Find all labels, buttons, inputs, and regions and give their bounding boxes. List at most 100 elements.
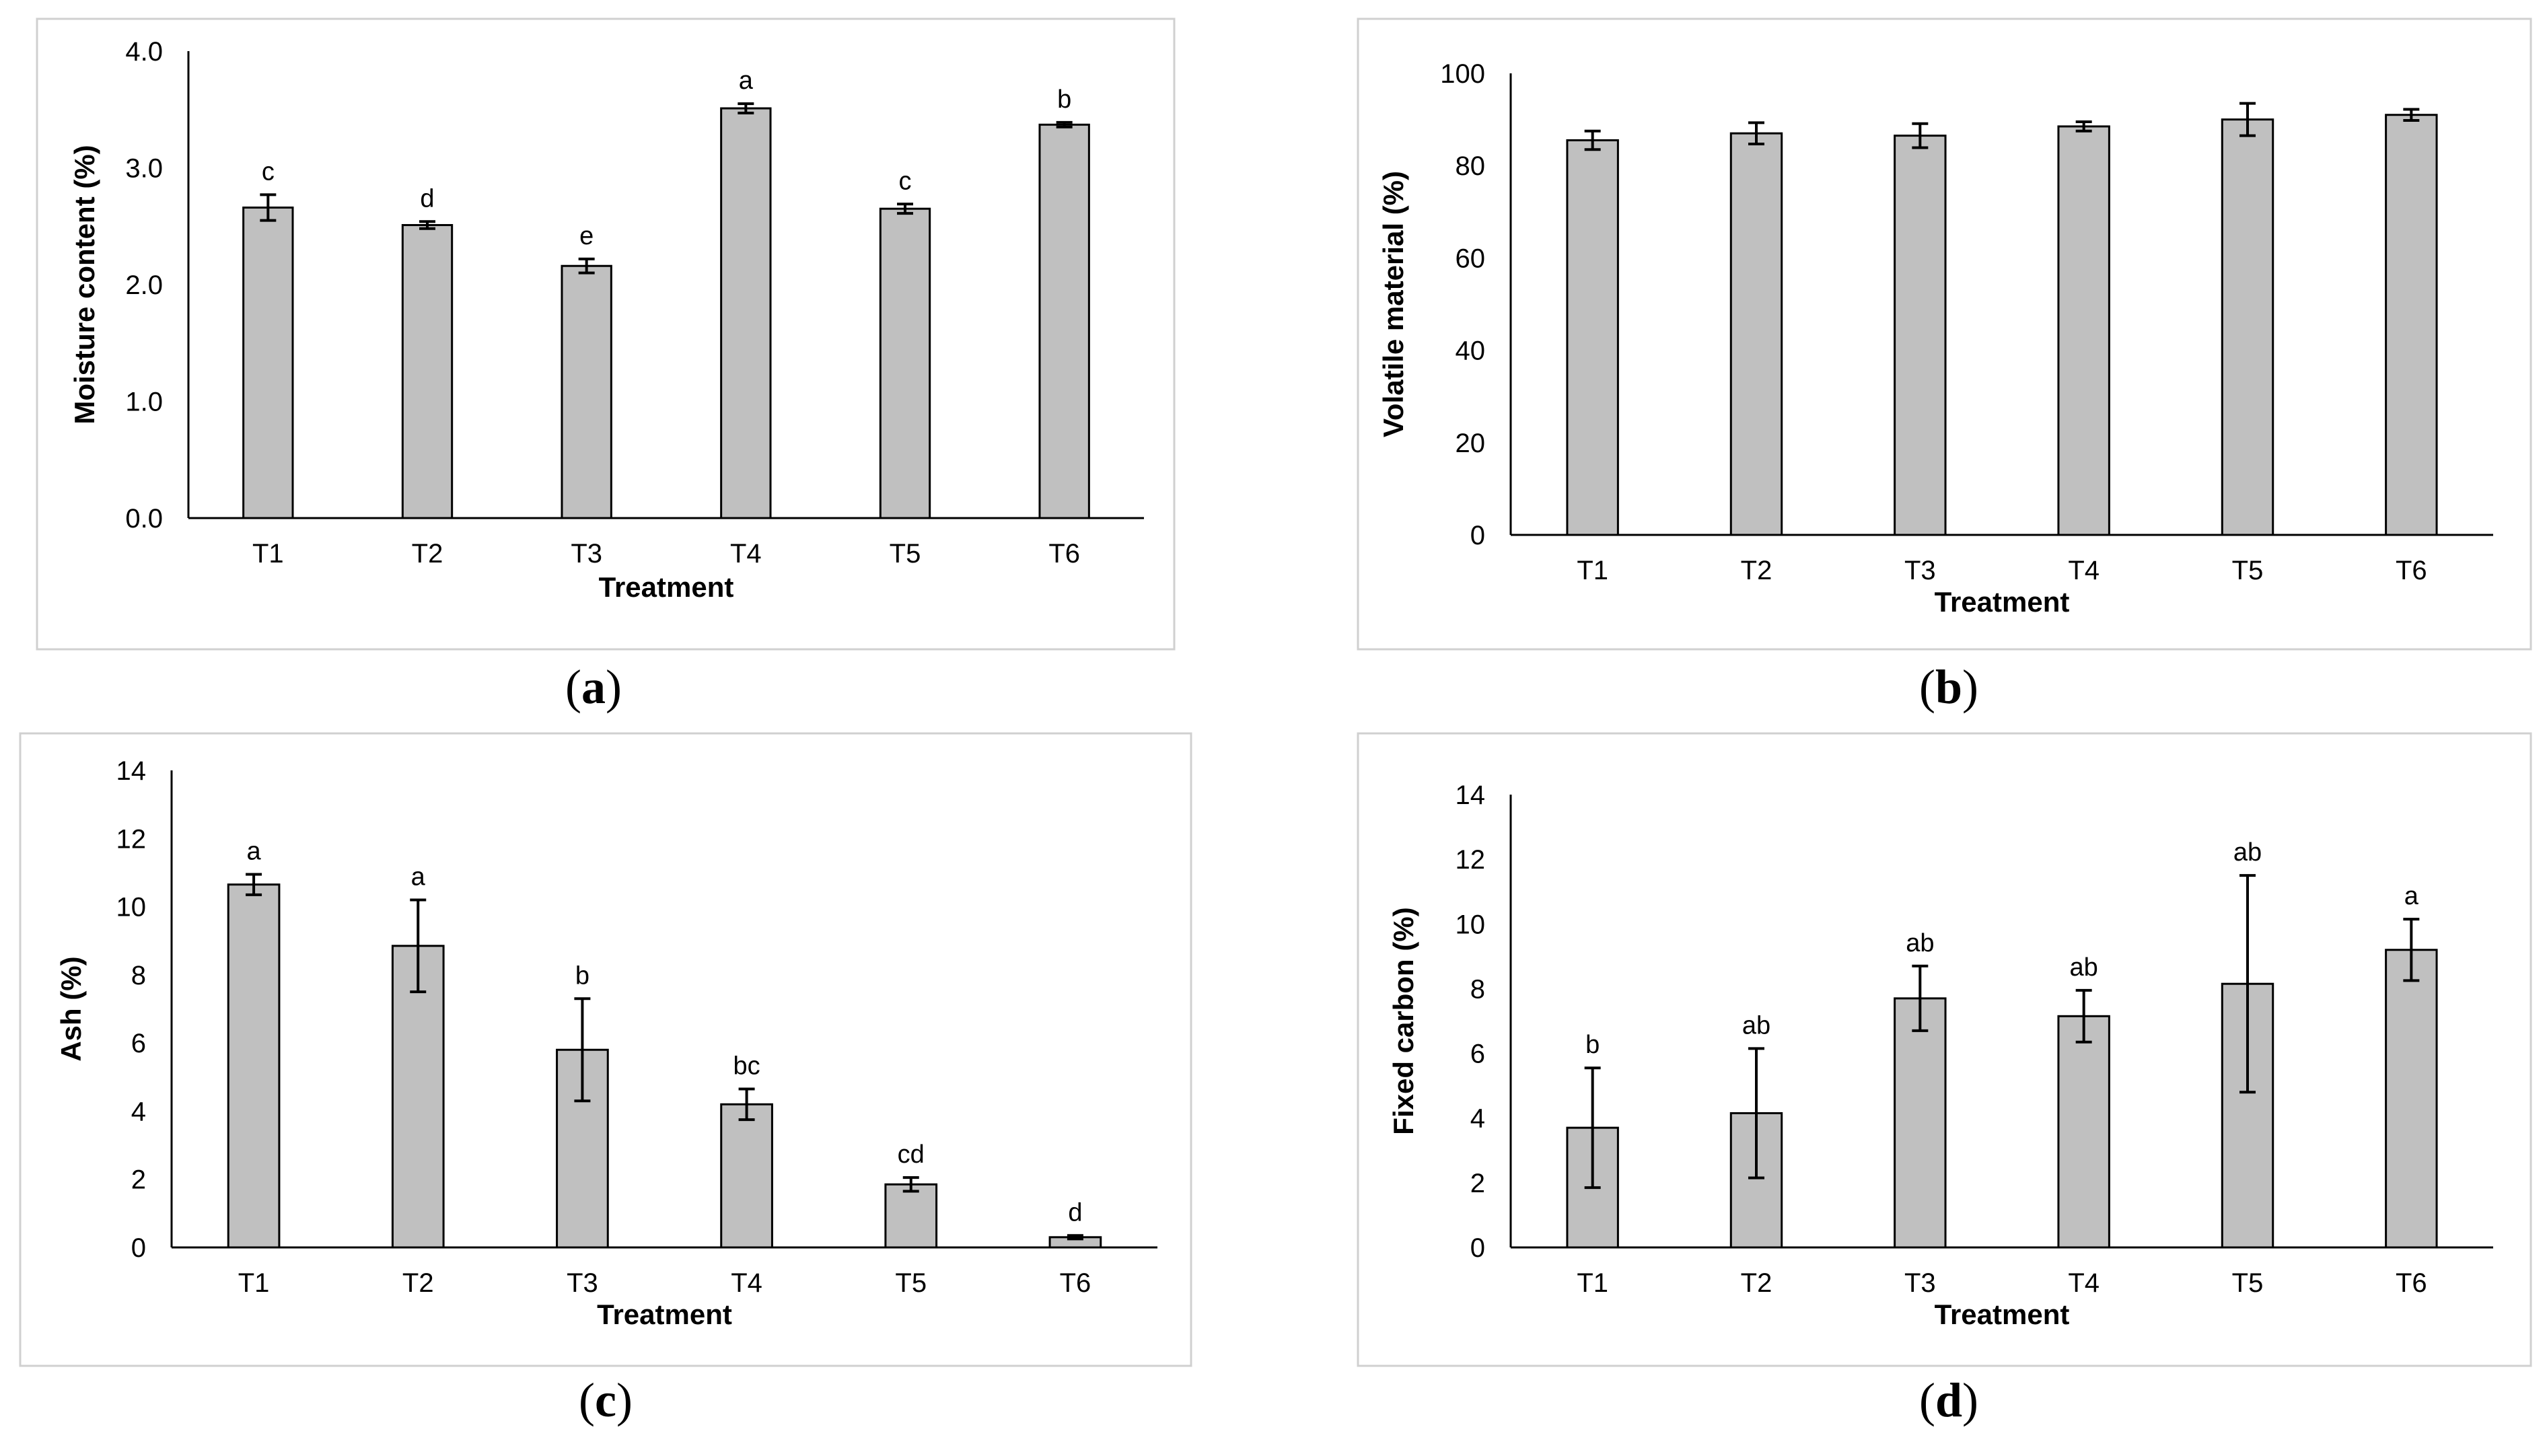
panel-a-caption: (a) (565, 660, 622, 714)
panel-c-y-tick-label: 10 (116, 893, 147, 922)
panel-c-y-tick-label: 2 (131, 1165, 146, 1195)
panel-a-y-tick-label: 3.0 (125, 154, 163, 184)
panel-a-x-tick-label: T6 (1048, 539, 1080, 569)
panel-a-y-tick-label: 2.0 (125, 270, 163, 300)
panel-d-y-tick-label: 8 (1470, 974, 1485, 1004)
panel-b-x-tick-label: T6 (2396, 556, 2427, 585)
panel-a-y-tick-label: 1.0 (125, 388, 163, 417)
panel-b-y-tick-label: 80 (1456, 151, 1486, 181)
panel-b-x-tick-label: T1 (1577, 556, 1608, 585)
panel-c-x-tick-label: T5 (895, 1268, 927, 1298)
panel-d-sig-letter: ab (1906, 929, 1934, 957)
panel-b-y-tick-label: 0 (1470, 521, 1485, 550)
panel-b-bar-T2 (1729, 132, 1783, 536)
panel-c-bar-T5 (884, 1183, 938, 1249)
panel-d-y-tick-label: 2 (1470, 1169, 1485, 1198)
panel-c-x-tick-label: T3 (567, 1268, 598, 1298)
panel-c-bar-T1 (227, 883, 281, 1249)
panel-a-x-axis-title: Treatment (599, 571, 734, 603)
panel-c-y-tick-label: 6 (131, 1029, 146, 1058)
panel-c-x-tick-label: T4 (731, 1268, 762, 1298)
panel-c-y-axis-title: Ash (%) (55, 956, 87, 1061)
panel-a-bar-T5 (879, 207, 931, 519)
panel-a-sig-letter: c (262, 157, 275, 186)
panel-c-y-tick-label: 4 (131, 1097, 146, 1126)
panel-d-sig-letter: b (1585, 1031, 1600, 1059)
panel-c-y-tick-label: 0 (131, 1233, 146, 1263)
panel-b-bar-T1 (1566, 139, 1619, 536)
panel-a-bar-T6 (1038, 123, 1090, 519)
panel-d-x-tick-label: T5 (2232, 1268, 2264, 1298)
panel-a-x-tick-label: T1 (252, 539, 284, 569)
panel-a-x-tick-label: T2 (412, 539, 443, 569)
panel-c-y-tick-label: 8 (131, 961, 146, 990)
panel-c-sig-letter: cd (898, 1140, 925, 1169)
panel-b-caption: (b) (1919, 660, 1978, 714)
panel-c-x-tick-label: T6 (1060, 1268, 1091, 1298)
panel-a-x-tick-label: T4 (730, 539, 762, 569)
panel-b-y-tick-label: 20 (1456, 429, 1486, 458)
panel-c-y-tick-label: 14 (116, 756, 147, 786)
panel-b-y-axis-title: Volatile material (%) (1377, 171, 1409, 437)
panel-b-x-tick-label: T2 (1741, 556, 1772, 585)
panel-a-y-tick-label: 4.0 (125, 37, 163, 67)
panel-d-y-tick-label: 10 (1456, 910, 1486, 939)
panel-d-y-tick-label: 4 (1470, 1104, 1485, 1134)
panel-c-x-tick-label: T1 (238, 1268, 270, 1298)
panel-b-y-tick-label: 60 (1456, 244, 1486, 273)
panel-a: 0.0 1.0 2.0 3.0 4.0 T1 c T2 d T3 e T4 a T5 c T6 b Treatme… (36, 17, 1176, 714)
panel-a-bar-T3 (561, 264, 612, 519)
panel-c-x-tick-label: T2 (402, 1268, 434, 1298)
panel-d-y-tick-label: 6 (1470, 1040, 1485, 1069)
panel-d-sig-letter: a (2404, 882, 2419, 910)
panel-c-bar-T2 (391, 945, 445, 1249)
panel-a-y-tick-label: 0.0 (125, 504, 163, 534)
panel-d-sig-letter: ab (2233, 838, 2262, 867)
panel-d-y-tick-label: 14 (1456, 780, 1486, 810)
panel-b-bar-T3 (1894, 135, 1947, 536)
panel-b-y-tick-label: 40 (1456, 336, 1486, 366)
panel-b-x-tick-label: T3 (1904, 556, 1936, 585)
panel-d-bar-T3 (1894, 997, 1947, 1249)
panel-b-bar-T6 (2385, 114, 2438, 536)
panel-d-bar-T6 (2385, 949, 2438, 1249)
panel-a-sig-letter: e (579, 222, 594, 250)
panel-a-y-axis-title: Moisture content (%) (69, 145, 100, 424)
panel-d-x-tick-label: T6 (2396, 1268, 2427, 1298)
panel-c-caption: (c) (579, 1373, 633, 1427)
panel-c-x-axis-title: Treatment (597, 1299, 732, 1330)
panel-a-sig-letter: c (899, 167, 912, 195)
panel-a-x-tick-label: T3 (571, 539, 602, 569)
panel-d-x-tick-label: T4 (2068, 1268, 2100, 1298)
panel-d-y-tick-label: 12 (1456, 845, 1486, 875)
panel-d-caption: (d) (1919, 1373, 1978, 1427)
panel-c-y-tick-label: 12 (116, 824, 147, 854)
panel-a-sig-letter: d (420, 184, 434, 213)
panel-d-sig-letter: ab (1742, 1011, 1770, 1040)
panel-d-x-axis-title: Treatment (1935, 1299, 2070, 1330)
panel-d-x-tick-label: T3 (1904, 1268, 1936, 1298)
panel-b-bar-T4 (2057, 125, 2110, 536)
panel-c-sig-letter: d (1068, 1198, 1082, 1227)
panel-d-y-tick-label: 0 (1470, 1233, 1485, 1263)
panel-d-x-tick-label: T2 (1741, 1268, 1772, 1298)
panel-a-x-tick-label: T5 (890, 539, 921, 569)
panel-c-sig-letter: bc (733, 1052, 760, 1081)
panel-c-sig-letter: a (411, 863, 426, 891)
panel-a-bar-T4 (720, 107, 772, 519)
panel-b-x-axis-title: Treatment (1935, 586, 2070, 618)
panel-c-bar-T4 (720, 1103, 773, 1249)
panel-a-sig-letter: a (739, 67, 754, 95)
panel-a-sig-letter: b (1057, 85, 1071, 114)
panel-b-x-tick-label: T4 (2068, 556, 2100, 585)
panel-d: 0 2 4 6 8 10 12 14 T1 b T2 ab T3 ab T4 ab T5 ab T6 a Treatme… (1357, 732, 2532, 1427)
panel-b-bar-T5 (2221, 118, 2274, 536)
panel-c-sig-letter: a (247, 837, 262, 865)
panel-a-bar-T1 (242, 206, 294, 519)
panel-b: 0 20 40 60 80 100 T1 T2 T3 T4 T5 T6 Treatment Volatil… (1357, 17, 2532, 714)
panel-c: 0 2 4 6 8 10 12 14 T1 a T2 a T3 b T4 bc T5 cd T6 d Treatment… (19, 732, 1192, 1427)
panel-d-y-axis-title: Fixed carbon (%) (1388, 907, 1419, 1134)
panel-d-bar-T4 (2057, 1015, 2110, 1249)
panel-d-x-tick-label: T1 (1577, 1268, 1608, 1298)
panel-b-y-tick-label: 100 (1440, 59, 1485, 89)
